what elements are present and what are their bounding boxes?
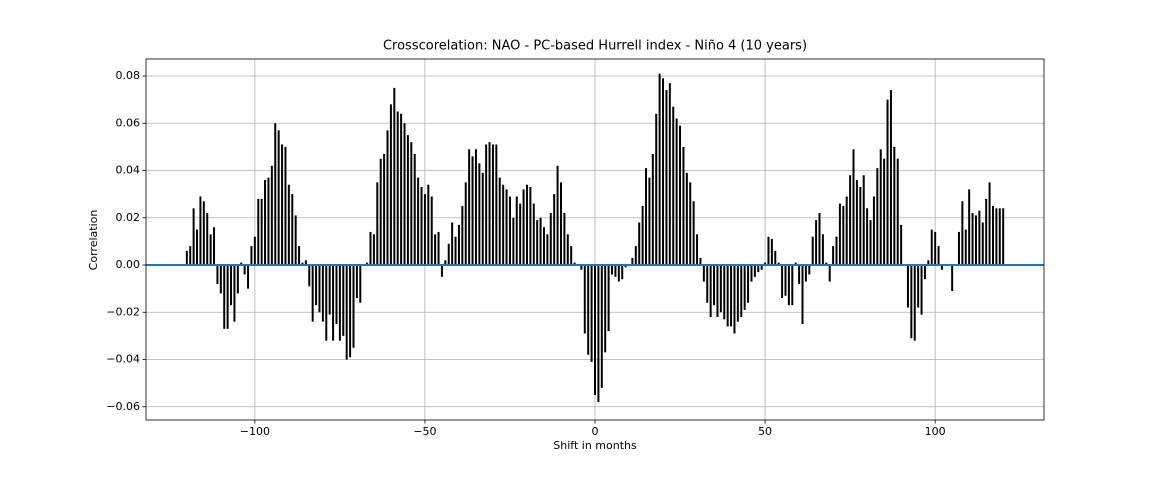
y-tick-label: −0.06 [106,400,140,413]
x-tick-label: −50 [413,425,436,438]
y-tick-label: 0.08 [116,69,141,82]
axes: −0.06 −0.04 −0.02 0.00 0.02 0.04 0.06 0.08 −100 −… [106,58,1045,438]
x-tick-label: 0 [592,425,599,438]
axes-frame [145,58,1045,421]
x-tick-label: 50 [758,425,772,438]
y-tick-label: 0.06 [116,116,141,129]
y-tick-label: −0.02 [106,305,140,318]
y-axis-label: Correlation [87,210,100,271]
x-tick-label: 100 [925,425,946,438]
y-tick-label: −0.04 [106,353,140,366]
plot-area [146,73,1044,403]
y-tick-label: 0.04 [116,164,141,177]
x-tick-label: −100 [240,425,270,438]
x-axis-label: Shift in months [553,439,637,452]
y-tick-label: 0.02 [116,211,141,224]
chart-title: Crosscorelation: NAO - PC-based Hurrell … [383,39,807,54]
y-tick-label: 0.00 [116,258,141,271]
